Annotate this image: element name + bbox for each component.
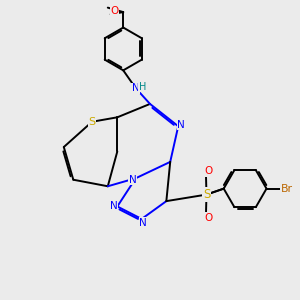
Text: O: O [110, 6, 118, 16]
Text: Br: Br [280, 184, 292, 194]
Text: O: O [204, 167, 212, 176]
Text: N: N [139, 218, 147, 227]
Text: N: N [132, 83, 140, 93]
Text: N: N [129, 175, 136, 185]
Text: H: H [139, 82, 146, 92]
Text: O: O [204, 213, 212, 223]
Text: S: S [88, 117, 96, 127]
Text: N: N [177, 120, 185, 130]
Text: N: N [110, 202, 118, 212]
Text: S: S [203, 188, 210, 201]
